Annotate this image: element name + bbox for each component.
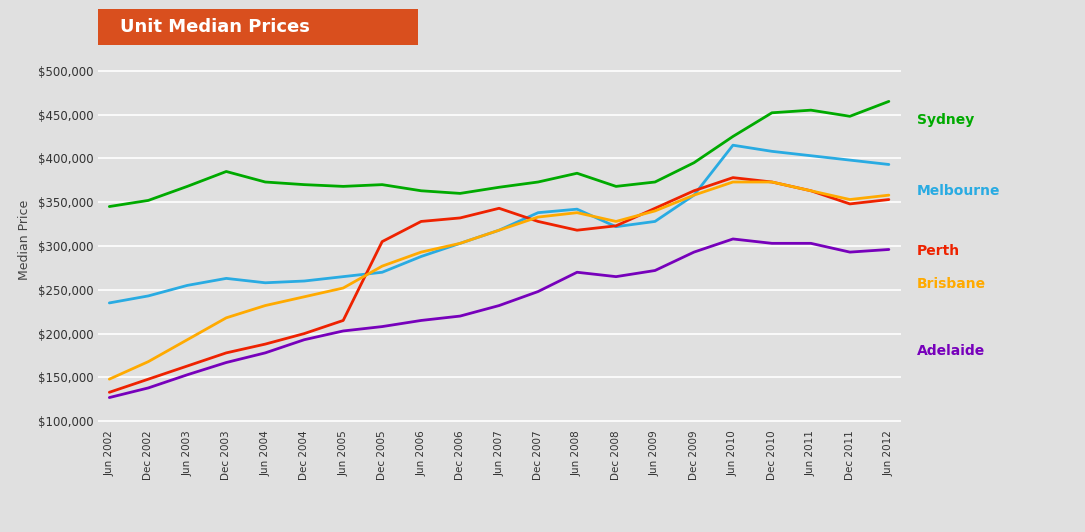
Text: Unit Median Prices: Unit Median Prices	[120, 18, 310, 36]
Text: Sydney: Sydney	[917, 113, 974, 127]
Text: Brisbane: Brisbane	[917, 277, 986, 291]
Text: Adelaide: Adelaide	[917, 344, 985, 358]
Y-axis label: Median Price: Median Price	[18, 200, 30, 279]
Text: Melbourne: Melbourne	[917, 184, 1000, 198]
Text: Perth: Perth	[917, 244, 960, 257]
